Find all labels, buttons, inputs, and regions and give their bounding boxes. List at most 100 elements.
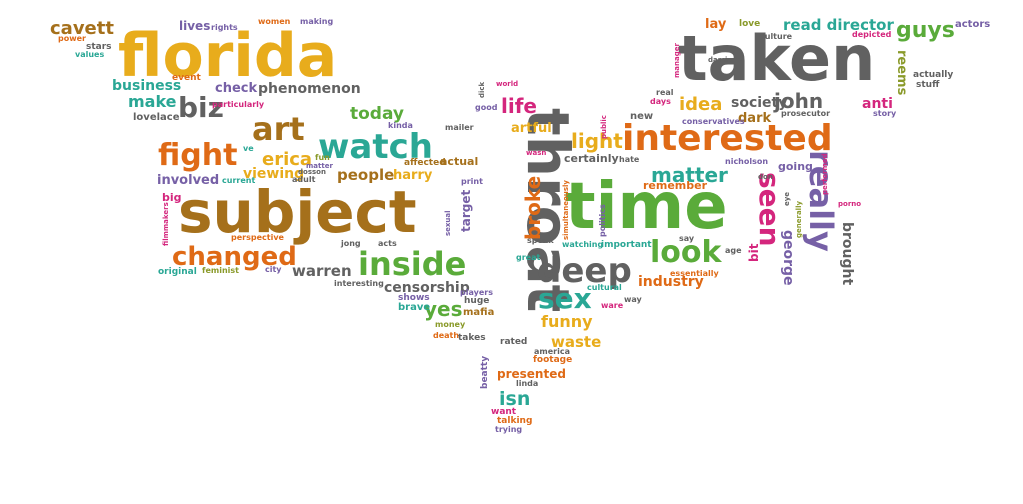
word-trying: trying [495,425,522,434]
word-presented: presented [497,367,566,381]
word-today: today [350,104,404,124]
word-yes: yes [424,297,463,321]
word-shows: shows [398,293,430,303]
word-dark: dark [738,111,771,126]
word-power: power [58,34,86,43]
word-story: story [873,109,897,118]
word-nicholson: nicholson [725,157,768,166]
word-lay: lay [705,17,727,32]
word-essentially: essentially [670,269,720,278]
word-politics: politics [598,204,607,237]
word-simultaneously: simultaneously [562,180,570,240]
word-wasn: wasn [526,149,546,157]
word-eye: eye [783,192,791,206]
word-seen: seen [753,172,786,247]
word-mailer: mailer [445,123,474,132]
word-lives: lives [179,19,210,33]
word-kinda: kinda [388,121,413,130]
word-age: age [725,246,742,255]
word-interesting: interesting [334,279,384,288]
word-players: players [460,288,493,297]
word-really: really [802,150,840,252]
word-great: great [516,253,540,262]
word-love: love [739,19,760,29]
word-matter: matter [651,163,728,187]
word-damiano: damiano [708,56,742,64]
word-event: event [172,73,201,83]
word-changed: changed [172,242,297,272]
word-brave: brave [398,302,430,313]
word-isn: isn [499,388,530,410]
word-bit: bit [747,243,761,262]
word-society: society [731,95,787,111]
word-manager: manager [673,43,681,78]
word-days: days [650,97,671,106]
word-brought: brought [839,222,855,285]
word-guys: guys [896,18,955,43]
word-current: current [222,176,255,185]
word-original: original [158,267,197,277]
word-matter: matter [306,162,333,170]
word-america: america [534,347,570,356]
word-fun: fun [315,153,330,162]
word-adult: adult [292,175,316,184]
word-sex: sex [538,282,592,315]
word-performed: performed [821,153,829,195]
word-want: want [491,407,517,417]
word-ware: ware [601,301,624,310]
word-takes: takes [458,333,486,343]
word-look: look [650,235,723,270]
word-john: john [773,89,823,113]
word-fight: fight [158,138,237,173]
word-dosson: dosson [298,168,326,176]
word-making: making [300,17,333,26]
word-subject: subject [178,178,417,246]
word-going: going [778,160,813,173]
word-time: time [565,170,728,244]
word-feminist: feminist [202,266,239,275]
word-art: art [252,110,305,148]
word-artful: artful [511,121,552,136]
word-throat: throat [514,108,582,312]
word-good: good [475,103,498,112]
word-light: light [571,129,623,153]
word-mafia: mafia [463,307,494,318]
word-don: don [758,173,773,181]
word-death: death [433,331,459,340]
word-idea: idea [679,94,722,115]
word-lovelace: lovelace [133,112,180,123]
word-rated: rated [500,337,527,347]
word-ve: ve [243,144,254,153]
word-broke: broke [521,176,545,240]
word-warren: warren [292,262,352,280]
word-acts: acts [378,239,397,248]
word-actors: actors [955,19,990,30]
word-harry: harry [393,168,433,183]
word-watch: watch [318,127,433,167]
word-certainly: certainly [564,152,619,165]
word-generally: generally [795,201,803,238]
word-values: values [75,50,104,59]
word-talking: talking [497,416,532,426]
word-depicted: depicted [852,30,892,39]
word-george: george [780,230,796,286]
word-new: new [630,111,653,122]
word-culture: culture [760,32,793,41]
word-funny: funny [541,312,593,331]
word-stuff: stuff [916,80,940,90]
word-viewing: viewing [243,166,304,182]
word-jong: jong [340,239,361,248]
word-remember: remember [643,179,708,192]
word-involved: involved [157,173,219,188]
word-prosecutor: prosecutor [781,109,830,118]
word-speak: speak [527,236,554,245]
word-target: target [459,190,473,232]
word-affected: affected [404,158,446,168]
word-florida: florida [118,21,337,91]
word-footage: footage [533,355,572,365]
word-say: say [679,234,695,243]
word-sexual: sexual [444,210,452,236]
word-phenomenon: phenomenon [258,81,361,97]
word-erica: erica [262,149,312,170]
